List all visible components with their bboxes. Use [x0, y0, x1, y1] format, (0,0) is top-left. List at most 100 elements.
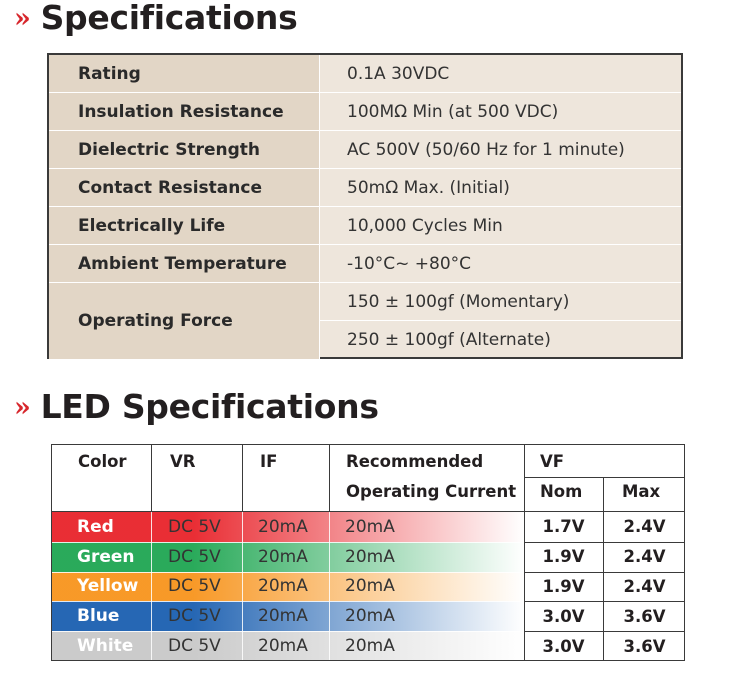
led-vf-nom: 1.9V — [542, 547, 585, 567]
divider — [242, 512, 243, 542]
divider — [524, 541, 684, 543]
header-recommended: Recommended — [346, 452, 484, 471]
led-vr-value: DC 5V — [168, 546, 221, 567]
led-row: Blue DC 5V 20mA 20mA 3.0V 3.6V — [52, 601, 684, 632]
divider — [329, 541, 330, 572]
divider — [52, 601, 524, 603]
divider — [329, 631, 330, 660]
spec-row: Insulation Resistance 100MΩ Min (at 500 V… — [49, 93, 681, 131]
led-vf-nom: 1.9V — [542, 576, 585, 596]
divider — [524, 601, 684, 603]
divider — [524, 631, 684, 633]
header-vf: VF — [540, 452, 565, 471]
divider — [524, 445, 525, 660]
spec-value: 50mΩ Max. (Initial) — [347, 178, 510, 198]
led-row: Red DC 5V 20mA 20mA 1.7V 2.4V — [52, 512, 684, 542]
led-color-band — [52, 601, 524, 632]
divider — [52, 631, 524, 633]
led-if-value: 20mA — [258, 576, 308, 597]
spec-row: Contact Resistance 50mΩ Max. (Initial) — [49, 169, 681, 207]
divider — [329, 571, 330, 602]
spec-row: Rating 0.1A 30VDC — [49, 55, 681, 93]
led-recommended-current: 20mA — [345, 516, 395, 537]
divider — [242, 631, 243, 660]
divider — [524, 571, 684, 573]
spec-label: Dielectric Strength — [49, 131, 320, 168]
divider — [151, 445, 152, 512]
divider — [151, 512, 152, 542]
spec-row: Operating Force 150 ± 100gf (Momentary) 25… — [49, 283, 681, 359]
led-vf-max: 3.6V — [623, 636, 666, 656]
header-max: Max — [622, 482, 661, 501]
divider — [329, 601, 330, 632]
divider — [242, 571, 243, 602]
led-if-value: 20mA — [258, 606, 308, 627]
led-vr-value: DC 5V — [168, 606, 221, 627]
led-vf-nom: 1.7V — [542, 517, 585, 537]
led-color-name: Red — [77, 516, 114, 537]
header-nom: Nom — [540, 482, 583, 501]
specifications-title: Specifications — [40, 0, 298, 37]
spec-row: Dielectric Strength AC 500V (50/60 Hz for… — [49, 131, 681, 169]
led-vf-max: 2.4V — [623, 576, 666, 596]
led-if-value: 20mA — [258, 636, 308, 657]
spec-value: 250 ± 100gf (Alternate) — [347, 330, 551, 350]
spec-label: Insulation Resistance — [49, 93, 320, 130]
led-specifications-title: LED Specifications — [40, 387, 379, 426]
divider — [242, 541, 243, 572]
spec-row: Electrically Life 10,000 Cycles Min — [49, 207, 681, 245]
led-color-band — [52, 631, 524, 660]
led-row: Yellow DC 5V 20mA 20mA 1.9V 2.4V — [52, 571, 684, 602]
divider — [242, 445, 243, 512]
spec-value: 10,000 Cycles Min — [347, 216, 503, 236]
spec-label: Rating — [49, 55, 320, 92]
led-color-band — [52, 512, 524, 542]
led-row: Green DC 5V 20mA 20mA 1.9V 2.4V — [52, 541, 684, 572]
led-recommended-current: 20mA — [345, 546, 395, 567]
led-color-name: Green — [77, 546, 135, 567]
header-operating-current: Operating Current — [346, 482, 517, 501]
led-vr-value: DC 5V — [168, 516, 221, 537]
divider — [151, 601, 152, 632]
spec-label: Ambient Temperature — [49, 245, 320, 282]
divider — [151, 631, 152, 660]
spec-row: Ambient Temperature -10°C~ +80°C — [49, 245, 681, 283]
spec-value: 0.1A 30VDC — [347, 64, 450, 84]
specifications-table: Rating 0.1A 30VDC Insulation Resistance 100… — [47, 53, 683, 359]
header-if: IF — [260, 452, 278, 471]
led-color-band — [52, 541, 524, 572]
spec-value: 150 ± 100gf (Momentary) — [320, 283, 681, 321]
divider — [329, 445, 330, 512]
spec-label: Operating Force — [49, 283, 320, 359]
led-color-name: Blue — [77, 606, 120, 627]
divider — [603, 477, 604, 660]
divider — [52, 511, 684, 512]
spec-label: Contact Resistance — [49, 169, 320, 206]
led-recommended-current: 20mA — [345, 606, 395, 627]
header-vr: VR — [170, 452, 196, 471]
led-recommended-current: 20mA — [345, 636, 395, 657]
led-color-name: Yellow — [77, 576, 139, 597]
header-color: Color — [78, 452, 127, 471]
led-specifications-table: Color VR IF Recommended Operating Curren… — [51, 444, 685, 661]
led-color-name: White — [77, 636, 134, 657]
spec-value: -10°C~ +80°C — [347, 254, 472, 274]
led-row: White DC 5V 20mA 20mA 3.0V 3.6V — [52, 631, 684, 660]
led-recommended-current: 20mA — [345, 576, 395, 597]
led-vf-nom: 3.0V — [542, 636, 585, 656]
led-specifications-heading: » LED Specifications — [14, 387, 379, 426]
led-vr-value: DC 5V — [168, 576, 221, 597]
spec-value: 100MΩ Min (at 500 VDC) — [347, 102, 559, 122]
led-if-value: 20mA — [258, 516, 308, 537]
divider — [329, 512, 330, 542]
led-vf-max: 2.4V — [623, 517, 666, 537]
led-color-band — [52, 571, 524, 602]
divider — [151, 541, 152, 572]
specifications-heading: » Specifications — [14, 0, 298, 37]
led-vr-value: DC 5V — [168, 636, 221, 657]
led-vf-nom: 3.0V — [542, 606, 585, 626]
spec-label: Electrically Life — [49, 207, 320, 244]
divider — [524, 477, 684, 478]
divider — [151, 571, 152, 602]
led-vf-max: 3.6V — [623, 606, 666, 626]
